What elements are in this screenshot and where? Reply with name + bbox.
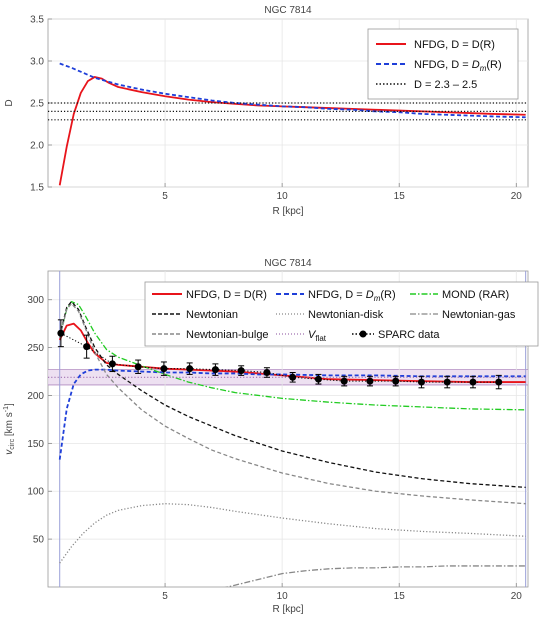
chart-top: NGC 7814 5 10 15 201.52.02.53.03.5 R [kpc] … <box>4 5 529 217</box>
legend-bot-label-3: Newtonian <box>186 309 238 321</box>
sparc-point-11 <box>340 377 348 385</box>
chart-bottom-frame <box>47 270 529 588</box>
top-ytick-label-3: 3.0 <box>30 57 44 68</box>
bot-xtick-label-2: 15 <box>394 591 406 602</box>
sparc-point-1 <box>83 343 91 351</box>
bot-series-line-1 <box>58 368 526 460</box>
sparc-point-6 <box>211 366 219 374</box>
bot-series-line-6 <box>59 302 526 505</box>
sparc-point-14 <box>417 378 425 386</box>
bot-ytick-label-0: 50 <box>33 535 45 546</box>
top-xtick-label-2: 15 <box>394 191 406 202</box>
sparc-point-17 <box>495 378 503 386</box>
bot-ytick-label-5: 300 <box>27 295 44 306</box>
bot-ytick-label-1: 100 <box>27 487 44 498</box>
sparc-connector <box>60 332 499 383</box>
chart-bottom-sparc-points <box>57 319 503 390</box>
top-series-line-0 <box>58 76 526 186</box>
bot-xtick-label-0: 5 <box>162 591 168 602</box>
chart-bottom-title: NGC 7814 <box>264 258 312 269</box>
chart-top-ticks: 5 10 15 20 1.5 2.0 2.5 3.0 3.5 <box>30 15 522 203</box>
chart-bottom-xlabel: R [kpc] <box>272 604 303 615</box>
top-xtick-label-1: 10 <box>277 191 289 202</box>
chart-bottom-series <box>48 300 528 587</box>
legend-bot-label-7: Vflat <box>308 329 327 343</box>
chart-bottom-legend-box <box>144 281 539 347</box>
top-xtick-label-3: 20 <box>511 191 523 202</box>
legend-top-label-2: D = 2.3 – 2.5 <box>414 79 477 91</box>
top-ytick-label-1: 2.0 <box>30 141 44 152</box>
bot-series-line-2 <box>59 300 526 411</box>
chart-top-title: NGC 7814 <box>264 5 312 16</box>
sparc-point-5 <box>186 365 194 373</box>
top-ytick-label-4: 3.5 <box>30 15 44 26</box>
sparc-point-7 <box>237 367 245 375</box>
bot-ytick-label-2: 150 <box>27 439 44 450</box>
chart-top-legend: NFDG, D = D(R) NFDG, D = Dm(R) D = 2.3 –… <box>367 28 519 100</box>
legend-bot-label-4: Newtonian-disk <box>308 309 384 321</box>
sparc-point-2 <box>108 360 116 368</box>
chart-bottom: NGC 7814 5 10 15 20 50 100 150 200 250 300 R [kpc… <box>3 258 539 615</box>
bot-series-line-5 <box>224 565 526 587</box>
legend-bot-label-5: Newtonian-gas <box>442 309 516 321</box>
bot-series-line-3 <box>59 300 526 489</box>
chart-top-xlabel: R [kpc] <box>272 206 303 217</box>
chart-top-ylabel: D <box>4 99 15 106</box>
chart-bottom-ticks: 5 10 15 20 50 100 150 200 250 300 <box>27 295 522 602</box>
sparc-point-8 <box>263 369 271 377</box>
bot-ytick-label-3: 200 <box>27 391 44 402</box>
top-ytick-label-0: 1.5 <box>30 183 44 194</box>
bot-ytick-label-4: 250 <box>27 343 44 354</box>
sparc-point-4 <box>160 365 168 373</box>
chart-bottom-ylabel: vcirc [km s-1] <box>3 403 16 455</box>
chart-top-series <box>48 62 528 186</box>
sparc-point-3 <box>134 363 142 371</box>
legend-bot-label-2: MOND (RAR) <box>442 289 509 301</box>
sparc-point-9 <box>289 373 297 381</box>
chart-bottom-legend: NFDG, D = D(R) NFDG, D = Dm(R) MOND (RAR… <box>144 281 539 347</box>
top-series-line-1 <box>59 62 526 119</box>
legend-top-label-1: NFDG, D = Dm(R) <box>414 59 502 73</box>
sparc-point-13 <box>392 377 400 385</box>
bot-xtick-label-1: 10 <box>277 591 289 602</box>
legend-bot-label-6: Newtonian-bulge <box>186 329 269 341</box>
bot-xtick-label-3: 20 <box>511 591 523 602</box>
sparc-point-16 <box>469 378 477 386</box>
legend-bot-label-1: NFDG, D = Dm(R) <box>308 289 396 303</box>
legend-bot-marker-8 <box>359 330 367 338</box>
sparc-point-15 <box>443 378 451 386</box>
sparc-point-0 <box>57 329 65 337</box>
bot-series-line-4 <box>59 503 526 564</box>
sparc-point-12 <box>366 377 374 385</box>
legend-top-label-0: NFDG, D = D(R) <box>414 39 495 51</box>
legend-bot-label-8: SPARC data <box>378 329 440 341</box>
legend-bot-label-0: NFDG, D = D(R) <box>186 289 267 301</box>
sparc-point-10 <box>314 375 322 383</box>
top-xtick-label-0: 5 <box>162 191 168 202</box>
top-ytick-label-2: 2.5 <box>30 99 44 110</box>
bot-series-line-0 <box>58 322 526 383</box>
